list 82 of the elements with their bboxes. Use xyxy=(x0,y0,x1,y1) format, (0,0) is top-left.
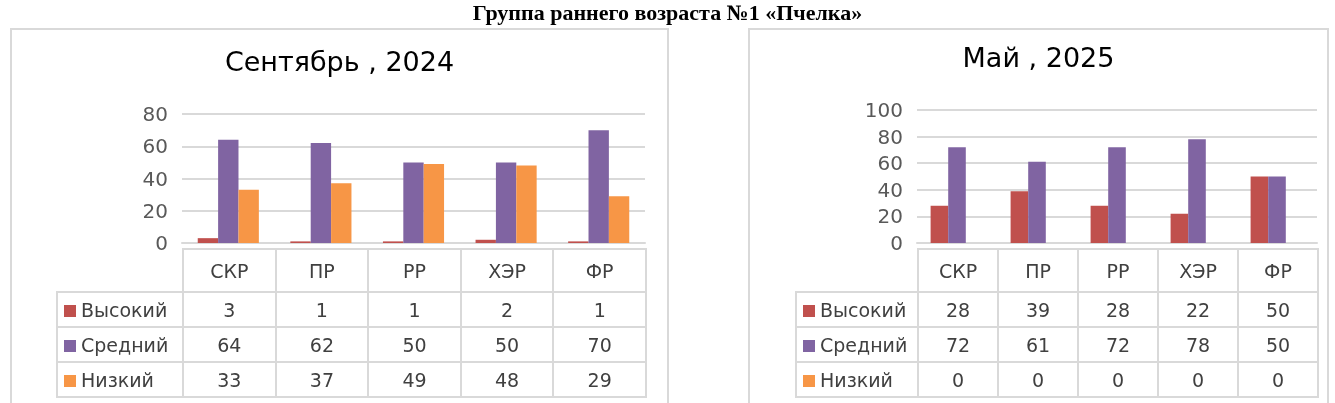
y-tick-label: 0 xyxy=(890,231,903,255)
bar xyxy=(1028,161,1046,243)
data-label: 0 xyxy=(1078,362,1158,397)
data-label: 37 xyxy=(275,362,369,397)
data-label: 3 xyxy=(183,292,276,327)
bar xyxy=(516,165,537,243)
data-label: 2 xyxy=(460,292,554,327)
y-tick-label: 40 xyxy=(142,166,168,191)
data-label: 33 xyxy=(183,362,276,397)
chart-title: Сентябрь , 2024 xyxy=(223,46,456,77)
data-label: 0 xyxy=(998,362,1078,397)
data-label: 1 xyxy=(368,292,461,327)
x-tick-label: РР xyxy=(368,249,461,292)
data-label: 49 xyxy=(368,362,461,397)
x-tick-label: ХЭР xyxy=(460,249,554,292)
legend-label: Высокий xyxy=(57,292,183,327)
bar xyxy=(1170,213,1189,243)
x-tick-label: ПР xyxy=(998,249,1078,292)
bar xyxy=(238,189,259,243)
data-label: 72 xyxy=(918,327,998,362)
data-label: 0 xyxy=(918,362,998,397)
data-label: 61 xyxy=(998,327,1078,362)
data-label: 50 xyxy=(460,327,554,362)
legend-label: Средний xyxy=(57,327,183,362)
legend-label: Средний xyxy=(796,327,918,362)
y-tick-label: 60 xyxy=(877,151,903,176)
legend-label: Высокий xyxy=(796,292,918,327)
legend-label: Низкий xyxy=(796,362,918,397)
data-label: 28 xyxy=(918,292,998,327)
bar xyxy=(1108,147,1126,243)
data-label: 64 xyxy=(183,327,276,362)
bar xyxy=(1268,176,1286,243)
text: Группа раннего возраста №1 «Пчелка» xyxy=(471,0,864,26)
data-label: 70 xyxy=(553,327,646,362)
bar xyxy=(1188,139,1206,243)
bar xyxy=(608,196,630,243)
x-tick-label: ФР xyxy=(553,249,646,292)
bar xyxy=(588,130,609,243)
bar xyxy=(423,163,445,243)
legend-label: Низкий xyxy=(57,362,183,397)
data-label: 0 xyxy=(1158,362,1238,397)
bar xyxy=(495,162,517,243)
data-label: 50 xyxy=(368,327,461,362)
data-label: 48 xyxy=(460,362,554,397)
data-label: 0 xyxy=(1238,362,1318,397)
data-label: 1 xyxy=(275,292,369,327)
data-label: 22 xyxy=(1158,292,1238,327)
bar xyxy=(1090,205,1109,243)
bar xyxy=(930,205,949,243)
x-tick-label: ХЭР xyxy=(1158,249,1238,292)
data-label: 50 xyxy=(1238,292,1318,327)
x-tick-label: РР xyxy=(1078,249,1158,292)
x-tick-label: СКР xyxy=(183,249,276,292)
data-label: 1 xyxy=(553,292,646,327)
data-label: 62 xyxy=(275,327,369,362)
y-tick-label: 60 xyxy=(142,134,168,159)
y-tick-label: 80 xyxy=(142,102,168,126)
data-label: 29 xyxy=(553,362,646,397)
y-tick-label: 0 xyxy=(155,231,168,255)
data-label: 50 xyxy=(1238,327,1318,362)
x-tick-label: ФР xyxy=(1238,249,1318,292)
bar xyxy=(403,162,424,243)
y-tick-label: 20 xyxy=(877,204,903,229)
data-label: 78 xyxy=(1158,327,1238,362)
data-label: 72 xyxy=(1078,327,1158,362)
y-tick-label: 100 xyxy=(864,98,903,122)
bar xyxy=(331,183,352,243)
bar xyxy=(1010,191,1029,243)
y-tick-label: 80 xyxy=(877,124,903,149)
chart-title: Май , 2025 xyxy=(961,42,1116,73)
bar xyxy=(197,238,219,243)
bar xyxy=(218,139,239,243)
bar xyxy=(475,239,496,243)
y-tick-label: 40 xyxy=(877,177,903,202)
data-label: 28 xyxy=(1078,292,1158,327)
x-tick-label: ПР xyxy=(275,249,369,292)
bar xyxy=(310,143,332,243)
y-tick-label: 20 xyxy=(142,198,168,223)
data-label: 39 xyxy=(998,292,1078,327)
bar xyxy=(948,147,966,243)
x-tick-label: СКР xyxy=(918,249,998,292)
bar xyxy=(1250,176,1269,243)
